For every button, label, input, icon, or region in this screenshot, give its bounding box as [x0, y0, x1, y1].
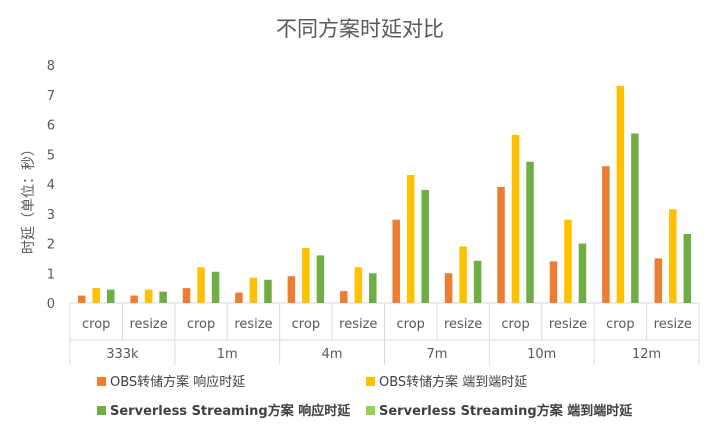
bar	[526, 161, 534, 303]
legend-swatch	[97, 406, 106, 415]
bar	[602, 166, 610, 303]
y-tick-label: 6	[47, 119, 55, 134]
bar	[340, 291, 348, 303]
chart-title: 不同方案时延对比	[276, 17, 444, 41]
bar	[159, 291, 167, 303]
x-tick-label: crop	[82, 317, 110, 332]
bar	[497, 186, 505, 303]
y-tick-label: 0	[47, 297, 55, 312]
legend-label: OBS转储方案 响应时延	[110, 374, 245, 390]
y-tick-label: 8	[47, 59, 55, 74]
bar	[669, 209, 677, 303]
bar	[421, 189, 429, 303]
bar	[549, 261, 558, 303]
x-tick-label: crop	[396, 317, 424, 332]
group-label: 4m	[322, 347, 343, 362]
bar	[92, 288, 100, 303]
legend-swatch	[97, 377, 106, 386]
group-label: 10m	[527, 347, 556, 362]
legend-swatch	[366, 406, 375, 415]
y-axis-ticks: 0 1 2 3 4 5 6 7 8	[47, 59, 55, 312]
x-tick-label: resize	[234, 317, 272, 332]
y-tick-label: 3	[47, 208, 55, 223]
group-label: 12m	[632, 347, 661, 362]
x-tick-label: resize	[129, 317, 167, 332]
x-tick-label: crop	[606, 317, 634, 332]
bar	[287, 276, 296, 303]
bar	[473, 260, 482, 303]
bar	[77, 295, 86, 303]
bar	[459, 246, 467, 303]
group-label: 333k	[106, 347, 139, 362]
bar	[249, 277, 258, 303]
y-tick-label: 7	[47, 89, 55, 104]
x-tick-label: crop	[292, 317, 320, 332]
x-tick-label: resize	[549, 317, 587, 332]
bar	[106, 289, 115, 303]
legend-label: Serverless Streaming方案 响应时延	[110, 403, 351, 419]
y-tick-label: 4	[47, 178, 55, 193]
bar	[316, 255, 325, 303]
bar	[578, 243, 587, 303]
axes	[69, 302, 700, 365]
legend-label: OBS转储方案 端到端时延	[379, 374, 527, 390]
y-tick-label: 2	[47, 238, 55, 253]
bar	[211, 271, 220, 303]
bar	[369, 273, 377, 303]
y-tick-label: 1	[47, 267, 55, 282]
bar	[144, 289, 153, 303]
bars	[77, 85, 692, 303]
bar	[302, 247, 310, 303]
legend-label: Serverless Streaming方案 端到端时延	[379, 403, 633, 419]
bar	[631, 133, 639, 303]
bar	[616, 85, 625, 303]
bar	[264, 279, 272, 303]
bar	[235, 292, 243, 303]
bar	[197, 267, 205, 303]
x-tick-label: resize	[444, 317, 482, 332]
bar	[392, 219, 400, 303]
bar	[654, 258, 663, 303]
bar	[354, 267, 363, 303]
x-tick-label: resize	[654, 317, 692, 332]
bar	[564, 219, 572, 303]
x-tick-label: crop	[501, 317, 529, 332]
legend: OBS转储方案 响应时延 OBS转储方案 端到端时延 Serverless Stre…	[97, 374, 633, 419]
x-axis-labels: crop resize crop resize crop resize crop resize…	[82, 317, 692, 362]
bar	[406, 175, 415, 303]
bar	[511, 134, 520, 303]
bar	[444, 273, 453, 303]
group-label: 1m	[217, 347, 238, 362]
legend-swatch	[366, 377, 375, 386]
x-tick-label: crop	[187, 317, 215, 332]
bar	[182, 288, 191, 303]
y-axis-label: 时延（单位：秒）	[21, 142, 37, 254]
x-tick-label: resize	[339, 317, 377, 332]
bar	[683, 233, 692, 303]
group-label: 7m	[426, 347, 447, 362]
bar	[130, 295, 138, 303]
y-tick-label: 5	[47, 148, 55, 163]
